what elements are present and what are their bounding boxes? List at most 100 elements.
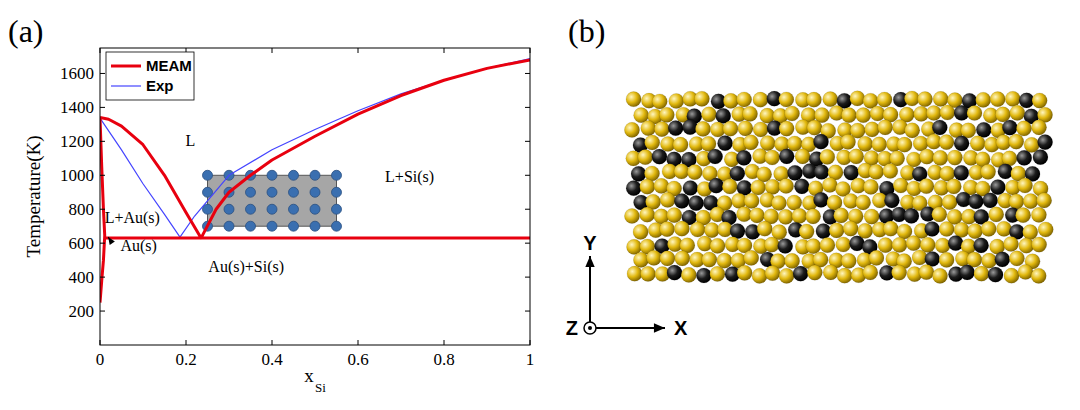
x-tick-label: 1 [526, 350, 535, 369]
atom [695, 121, 710, 136]
atom [983, 193, 998, 208]
atom [836, 237, 851, 252]
y-tick [100, 243, 105, 244]
sample-point [267, 204, 277, 214]
atom [652, 94, 667, 109]
atom [644, 166, 659, 181]
y-tick [525, 311, 530, 312]
atom [989, 207, 1004, 222]
x-tick [100, 340, 101, 345]
atom [968, 224, 983, 239]
y-tick-label: 1600 [60, 64, 94, 83]
atom [694, 91, 709, 106]
sample-point [267, 187, 277, 197]
y-tick [525, 209, 530, 210]
atom [723, 93, 738, 108]
atom [939, 135, 954, 150]
atom [730, 166, 745, 181]
atom [990, 180, 1005, 195]
atom [793, 266, 808, 281]
atom [1016, 121, 1031, 136]
sample-point [310, 187, 320, 197]
y-tick-label: 1200 [60, 132, 94, 151]
atom [917, 92, 932, 107]
annotation: L+Au(s) [105, 209, 160, 227]
atom [709, 178, 724, 193]
y-tick [525, 73, 530, 74]
atom [841, 253, 856, 268]
atom [702, 252, 717, 267]
atom [737, 265, 752, 280]
x-tick [358, 48, 359, 53]
atom [760, 136, 775, 151]
atom [940, 105, 955, 120]
atom [893, 178, 908, 193]
atom [856, 108, 871, 123]
y-tick-label: 800 [69, 200, 95, 219]
atom [948, 236, 963, 251]
x-tick [272, 48, 273, 53]
atom [779, 92, 794, 107]
atom [976, 92, 991, 107]
triad-label: X [674, 317, 688, 339]
y-tick [525, 107, 530, 108]
atom [652, 149, 667, 164]
atom [932, 207, 947, 222]
x-tick [444, 48, 445, 53]
sample-point [246, 187, 256, 197]
atom [981, 164, 996, 179]
y-tick-label: 1400 [60, 98, 94, 117]
atom [974, 266, 989, 281]
series-line [100, 59, 530, 237]
atom [849, 149, 864, 164]
atom [954, 165, 969, 180]
atom [813, 134, 828, 149]
atom [1032, 237, 1047, 252]
annotation: Au(s)+Si(s) [208, 258, 284, 276]
atom [906, 152, 921, 167]
atom [1017, 178, 1032, 193]
atom [813, 192, 828, 207]
atom [785, 253, 800, 268]
atom [764, 237, 779, 252]
triad-arrowhead [654, 323, 665, 332]
atom [925, 251, 940, 266]
atom [1031, 268, 1046, 283]
atom [872, 137, 887, 152]
atom [654, 122, 669, 137]
atom [681, 267, 696, 282]
atom [673, 137, 688, 152]
x-axis-label-sub: Si [315, 380, 326, 395]
y-tick-label: 600 [69, 234, 95, 253]
sample-point [224, 221, 234, 231]
atom [829, 223, 844, 238]
atom [778, 238, 793, 253]
atom [990, 92, 1005, 107]
atom [841, 108, 856, 123]
atom [920, 237, 935, 252]
atom [926, 105, 941, 120]
sample-point [246, 204, 256, 214]
atom [738, 121, 753, 136]
atom [667, 208, 682, 223]
atom [960, 265, 975, 280]
atom [627, 239, 642, 254]
atom [981, 221, 996, 236]
atom [779, 268, 794, 283]
atom [884, 193, 899, 208]
atom [778, 209, 793, 224]
atom [674, 221, 689, 236]
atom [814, 164, 829, 179]
y-tick [100, 175, 105, 176]
atom [1005, 91, 1020, 106]
panel-label: (b) [568, 13, 605, 49]
atom [749, 208, 764, 223]
atom [1016, 208, 1031, 223]
atom [787, 165, 802, 180]
triad-label: Y [583, 232, 597, 254]
atom [939, 221, 954, 236]
y-tick [525, 175, 530, 176]
sample-point [267, 221, 277, 231]
atom [690, 222, 705, 237]
sample-point [310, 204, 320, 214]
